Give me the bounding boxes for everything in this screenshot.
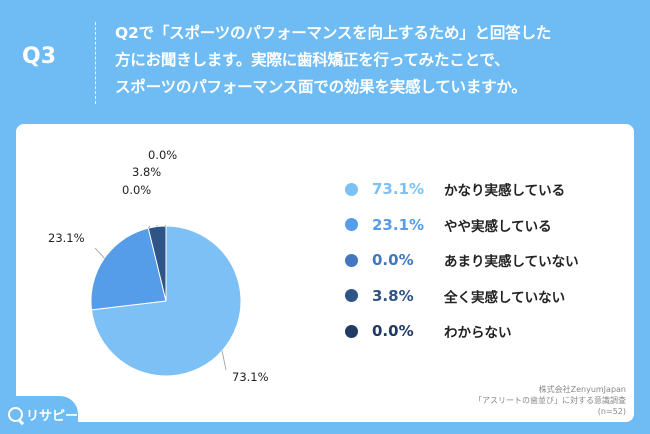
legend-swatch xyxy=(345,289,358,302)
legend-value: 0.0% xyxy=(372,322,414,340)
legend-swatch xyxy=(345,324,358,338)
leader-line xyxy=(164,224,167,227)
question-line: Q2で「スポーツのパフォーマンスを向上するため」と回答した xyxy=(115,24,552,42)
legend-label: かなり実感している xyxy=(444,183,566,199)
magnifier-icon xyxy=(8,407,23,422)
question-number: Q3 xyxy=(22,44,57,69)
question-text: Q2で「スポーツのパフォーマンスを向上するため」と回答した 方にお聞きします。実… xyxy=(115,20,640,101)
legend-item: 3.8% 全く実感していない xyxy=(345,286,625,306)
legend-swatch xyxy=(345,182,358,196)
legend-label: やや実感している xyxy=(444,218,552,235)
logo: リサピー xyxy=(8,405,78,424)
slice-value-label: 73.1% xyxy=(232,370,269,384)
legend-item: 0.0% あまり実感していない xyxy=(345,251,625,270)
legend-swatch xyxy=(345,253,358,267)
legend: 73.1% かなり実感している 23.1% やや実感している 0.0% あまり実感していな… xyxy=(345,180,625,358)
leader-line xyxy=(147,225,151,229)
credits: 株式会社ZenyumJapan 「アスリートの歯並び」に対する意識調査 (n=5… xyxy=(474,384,626,417)
credit-survey: 「アスリートの歯並び」に対する意識調査 xyxy=(474,396,626,405)
logo-text: リサピー xyxy=(26,409,79,424)
legend-value: 3.8% xyxy=(372,286,414,305)
legend-item: 0.0% わからない xyxy=(345,322,625,341)
pie-slice xyxy=(90,227,167,311)
header: Q3 Q2で「スポーツのパフォーマンスを向上するため」と回答した 方にお聞きしま… xyxy=(0,0,650,118)
legend-item: 73.1% かなり実感している xyxy=(345,180,625,199)
legend-label: あまり実感していない xyxy=(444,254,579,270)
legend-label: わからない xyxy=(444,325,512,341)
slice-value-label: 3.8% xyxy=(132,165,161,179)
legend-swatch xyxy=(345,218,358,231)
leader-line xyxy=(94,247,105,259)
legend-value: 23.1% xyxy=(372,215,425,234)
slice-value-label: 23.1% xyxy=(48,231,85,245)
slice-value-label: 0.0% xyxy=(148,148,177,162)
question-line: スポーツのパフォーマンス面での効果を実感していますか。 xyxy=(115,78,527,96)
leader-line xyxy=(221,350,227,371)
legend-item: 23.1% やや実感している xyxy=(345,215,625,235)
header-divider xyxy=(95,22,96,104)
slice-value-label: 0.0% xyxy=(122,183,151,197)
question-line: 方にお聞きします。実際に歯科矯正を行ってみたことで、 xyxy=(115,51,510,69)
credit-sample-size: (n=52) xyxy=(597,407,626,416)
legend-value: 0.0% xyxy=(372,251,414,269)
credit-company: 株式会社ZenyumJapan xyxy=(538,385,626,394)
legend-value: 73.1% xyxy=(372,180,425,198)
legend-label: 全く実感していない xyxy=(444,289,566,306)
